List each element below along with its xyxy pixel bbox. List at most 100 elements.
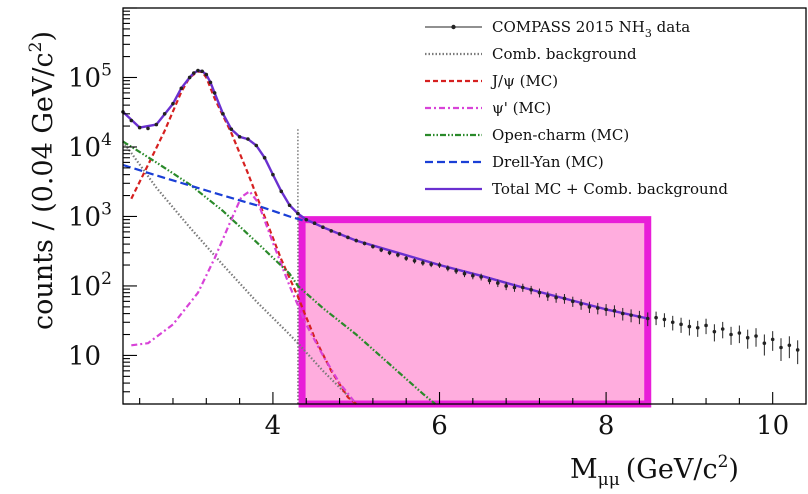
data-point (446, 265, 450, 272)
data-point (612, 305, 617, 318)
legend-marker (451, 24, 456, 30)
data-point-marker (346, 235, 350, 240)
series-line-open-charm-mc (122, 140, 436, 405)
legend-entry: Total MC + Comb. background (425, 180, 728, 198)
data-point (479, 273, 483, 281)
x-axis-title-units-close: ) (728, 454, 739, 485)
data-point (679, 317, 683, 333)
y-axis-title-sup: 2 (26, 42, 46, 53)
data-point-marker (479, 275, 483, 279)
data-point-marker (371, 244, 375, 249)
data-point (237, 135, 242, 139)
data-point (496, 279, 500, 288)
y-tick-label-base: 10 (68, 63, 101, 93)
y-axis-title: counts / (0.04 GeV/c2) (26, 31, 59, 330)
data-point-marker (196, 68, 200, 73)
data-point (529, 285, 533, 295)
data-point (271, 172, 275, 177)
legend-label: ψ' (MC) (492, 99, 551, 117)
data-point (187, 75, 192, 80)
x-tick-label: 10 (756, 411, 789, 441)
data-point-marker (200, 69, 204, 74)
data-point (637, 310, 642, 325)
data-points-group (121, 68, 800, 365)
data-point-marker (337, 232, 342, 236)
data-point (329, 229, 334, 233)
data-point-marker (221, 112, 225, 116)
series-line-j-mc (130, 70, 357, 405)
data-point-marker (321, 225, 325, 230)
y-tick-label-base: 10 (68, 202, 101, 232)
data-point (396, 252, 400, 258)
data-point (487, 277, 492, 285)
legend-label: Total MC + Comb. background (492, 180, 728, 198)
data-point-marker (171, 101, 175, 106)
data-point (200, 69, 204, 74)
data-point-marker (454, 269, 458, 273)
legend-label-main: Open-charm (MC) (492, 126, 629, 144)
legend-entry: Open-charm (MC) (425, 126, 629, 144)
data-point (379, 247, 384, 253)
data-point (129, 118, 134, 123)
data-point-marker (787, 343, 792, 348)
y-tick-label-base: 10 (68, 341, 101, 371)
data-point-marker (137, 125, 142, 130)
data-point-marker (329, 229, 334, 233)
legend-label: COMPASS 2015 NH3 data (492, 18, 690, 40)
data-point-marker (720, 327, 725, 331)
plot-frame (122, 7, 807, 405)
data-point (279, 189, 284, 194)
data-point-marker (737, 331, 742, 335)
data-point (745, 329, 750, 349)
legend-entry: Comb. background (425, 45, 637, 63)
data-point (337, 232, 342, 236)
data-point (762, 334, 767, 356)
data-point-marker (304, 217, 309, 222)
data-point-marker (421, 261, 425, 265)
data-point (196, 68, 200, 73)
data-point-marker (146, 126, 150, 131)
y-tick-label-base: 10 (68, 133, 101, 163)
data-point-marker (521, 285, 525, 290)
data-point (645, 312, 650, 327)
data-point (229, 127, 234, 132)
data-point-marker (545, 294, 550, 298)
data-point (212, 91, 217, 95)
data-point (162, 112, 167, 116)
x-axis-title: Mμμ (GeV/c2) (570, 452, 739, 490)
data-point (287, 203, 292, 208)
data-point-marker (587, 305, 592, 309)
series-line-comb-background (122, 140, 357, 405)
data-point-marker (537, 290, 542, 295)
data-point (570, 296, 575, 307)
data-point (754, 328, 758, 347)
data-point (296, 211, 300, 216)
data-point-marker (629, 313, 633, 317)
data-point-marker (570, 299, 575, 304)
data-point-marker (429, 262, 433, 267)
legend-label-main: J/ψ (MC) (490, 72, 558, 90)
data-point-marker (354, 238, 359, 243)
data-point-marker (670, 320, 675, 325)
data-point (204, 72, 209, 77)
data-point-marker (795, 348, 800, 352)
y-axis-title-close: ) (28, 31, 59, 42)
data-point-marker (162, 112, 167, 116)
data-point-marker (208, 80, 213, 85)
data-point-marker (187, 75, 192, 80)
data-point-marker (229, 127, 234, 132)
data-point-marker (312, 221, 317, 225)
data-point (437, 262, 442, 268)
series-line-mc (131, 190, 358, 405)
data-point-marker (271, 172, 275, 177)
data-point (695, 320, 700, 337)
data-point-marker (404, 256, 408, 261)
legend-label-suffix: data (652, 18, 690, 36)
legend-label-sub: 3 (645, 27, 652, 40)
data-point (312, 221, 317, 225)
data-point (454, 267, 458, 275)
legend-entry: J/ψ (MC) (425, 72, 558, 90)
legend: COMPASS 2015 NH3 data Comb. background J/ψ… (425, 18, 728, 198)
y-tick-label-exp: 4 (101, 130, 112, 150)
y-tick-label: 105 (68, 60, 112, 93)
